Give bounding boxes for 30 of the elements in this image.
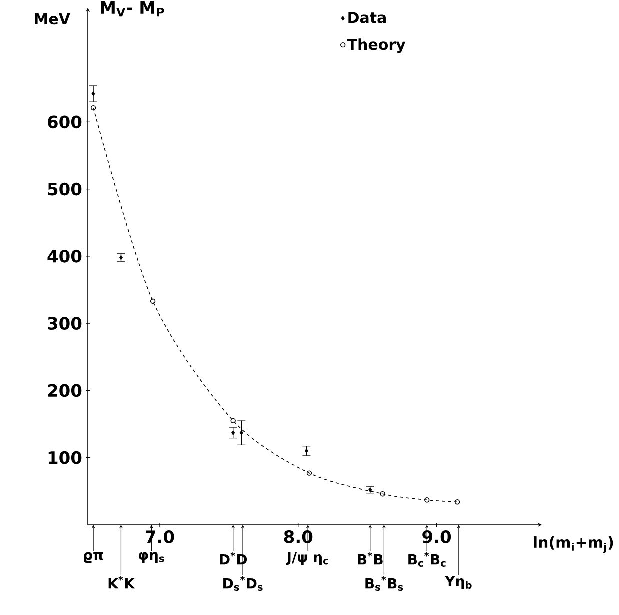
y-tick-label: 200: [48, 384, 82, 398]
y-tick-label: 300: [48, 317, 82, 330]
point: [150, 298, 156, 304]
point: [231, 430, 236, 436]
legend-label: Theory: [347, 38, 406, 54]
annotation: φη$_{s}$: [138, 552, 164, 563]
point: [92, 92, 96, 96]
annotation: ϱπ: [84, 552, 104, 564]
y-tick-label: 500: [48, 182, 82, 196]
legend-label: Data: [348, 12, 386, 24]
point: [90, 105, 96, 111]
point: [380, 492, 386, 497]
y-tick-label: 400: [48, 250, 82, 263]
point: [304, 448, 309, 454]
y-tick-label: 600: [48, 116, 82, 129]
annotation: K$^{*}$K: [108, 576, 136, 589]
annotation: B$_{c}$$^{*}$B$_{c}$: [408, 552, 446, 567]
chart-title: M$_{V}$- M$_{P}$: [101, 2, 164, 17]
annotation: J/ψ η$_{c}$: [286, 552, 328, 566]
annotation: Υη$_{b}$: [445, 576, 472, 590]
y-axis-title: MeV: [35, 14, 70, 25]
annotation: B$^{*}$B: [358, 552, 383, 565]
annotation: B$_{s}$$^{*}$B$_{s}$: [366, 576, 404, 591]
point: [424, 498, 430, 503]
y-tick-label: 100: [48, 451, 82, 464]
x-axis-title: ln(m$_{i}$+m$_{j}$): [534, 536, 614, 554]
point: [306, 470, 312, 476]
annotation: D$_{s}$$^{*}$D$_{s}$: [224, 576, 263, 591]
point: [240, 430, 244, 436]
point: [454, 500, 460, 505]
